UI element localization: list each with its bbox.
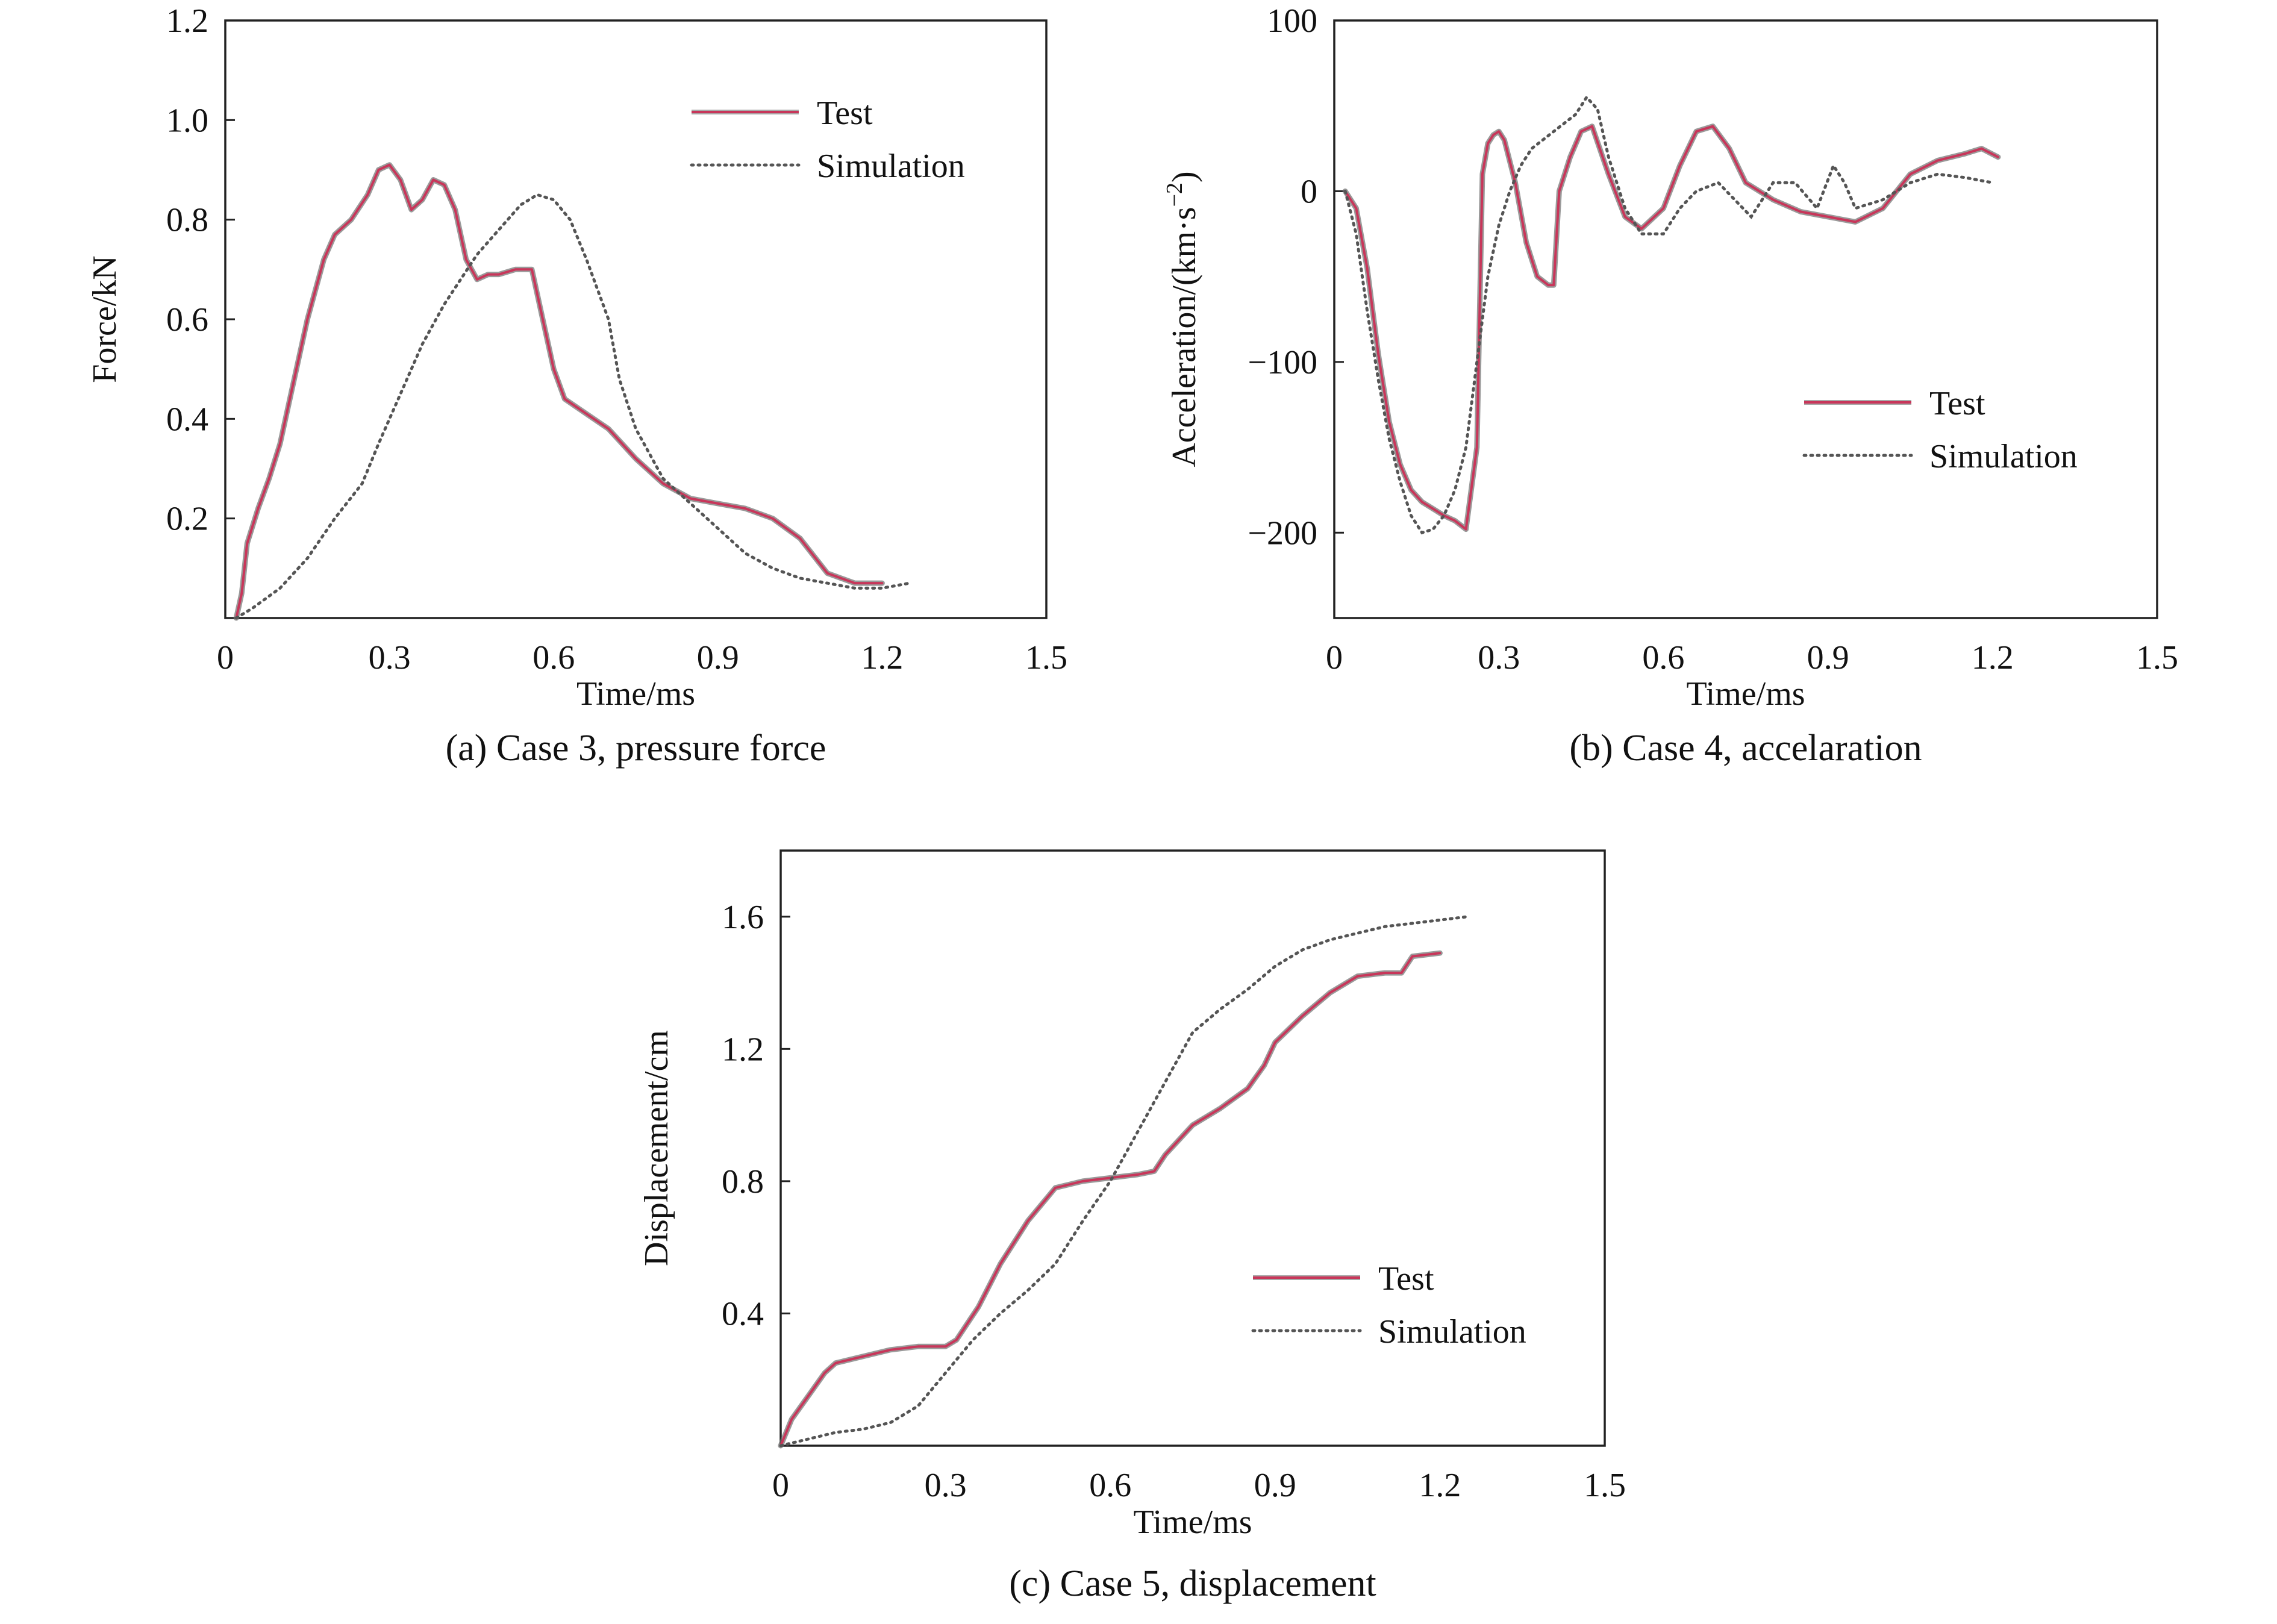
series-line-simulation [779, 915, 1469, 1448]
y-axis-label-main: Acceleration/(km·s [1166, 207, 1203, 467]
y-axis-label: Displacement/cm [638, 1030, 675, 1266]
y-axis-label-end: ) [1166, 171, 1203, 183]
legend: Test Simulation [1802, 385, 2078, 475]
x-tick-label: 1.5 [1025, 639, 1067, 676]
chart-caption: (b) Case 4, accelaration [1569, 728, 1922, 769]
y-tick-label: 1.0 [166, 102, 208, 139]
x-tick-label: 0.3 [369, 639, 411, 676]
y-tick-label: 0.4 [166, 401, 208, 438]
chart-panel-2: 0 0.3 0.6 0.9 1.2 1.5 −200 −100 0 100 Time/ms Accel… [1162, 2, 2178, 769]
chart-panel-1: 0 0.3 0.6 0.9 1.2 1.5 0.2 0.4 0.6 0.8 1.0 1.2 Time/m… [86, 2, 1067, 769]
x-axis-label: Time/ms [1686, 675, 1805, 713]
plot-frame [779, 849, 1606, 1447]
legend-label: Simulation [1929, 438, 2078, 475]
legend-label: Simulation [817, 148, 965, 185]
y-axis-label: Acceleration/(km·s−2) [1162, 171, 1203, 467]
plot-frame [1333, 19, 2158, 619]
y-tick-label: 1.6 [722, 899, 764, 936]
series-line-simulation [1343, 95, 1994, 535]
y-axis-label-main: Displacement/cm [638, 1030, 675, 1266]
legend-label: Test [817, 95, 873, 132]
x-tick-label: 1.2 [861, 639, 903, 676]
legend: Test Simulation [690, 95, 965, 185]
y-tick-label: 0.6 [166, 301, 208, 339]
y-tick-label: 1.2 [166, 2, 208, 40]
x-tick-label: 0.6 [1089, 1467, 1131, 1504]
x-tick-label: 0.3 [925, 1467, 967, 1504]
x-tick-label: 0.3 [1478, 639, 1520, 676]
series-line-test [235, 163, 884, 619]
plot-frame [224, 19, 1048, 619]
x-tick-label: 0.9 [1807, 639, 1849, 676]
y-axis-label-main: Force/kN [86, 255, 123, 383]
x-tick-label: 0.6 [1642, 639, 1684, 676]
series-line-simulation [234, 193, 911, 620]
x-axis-label: Time/ms [1133, 1504, 1252, 1541]
x-tick-label: 1.2 [1972, 639, 2014, 676]
y-tick-label: 100 [1267, 2, 1317, 40]
x-tick-label: 0.6 [533, 639, 575, 676]
x-tick-label: 0.9 [697, 639, 739, 676]
legend-label: Simulation [1378, 1313, 1526, 1351]
x-tick-label: 0 [217, 639, 234, 676]
x-tick-label: 1.2 [1419, 1467, 1461, 1504]
y-tick-label: 0.8 [166, 202, 208, 239]
y-axis-label: Force/kN [86, 255, 123, 383]
chart-caption: (a) Case 3, pressure force [446, 728, 826, 769]
series-line-shadow [778, 950, 1443, 1449]
y-axis-label-superscript: −2 [1162, 183, 1187, 207]
y-tick-label: 1.2 [722, 1031, 764, 1068]
chart-caption: (c) Case 5, displacement [1009, 1563, 1376, 1604]
y-tick-label: 0 [1301, 173, 1317, 210]
chart-panel-3: 0 0.3 0.6 0.9 1.2 1.5 0.4 0.8 1.2 1.6 Time/ms Displ… [638, 849, 1626, 1604]
x-tick-label: 0 [1326, 639, 1343, 676]
x-tick-label: 1.5 [2136, 639, 2178, 676]
y-tick-label: 0.2 [166, 501, 208, 538]
y-tick-label: 0.4 [722, 1295, 764, 1332]
series-line-test [779, 952, 1441, 1447]
x-tick-label: 0 [772, 1467, 789, 1504]
y-tick-label: −100 [1248, 344, 1317, 381]
series-line-test [1344, 125, 1999, 531]
x-tick-label: 1.5 [1584, 1467, 1626, 1504]
x-axis-label: Time/ms [576, 675, 695, 713]
x-tick-label: 0.9 [1254, 1467, 1296, 1504]
legend-label: Test [1929, 385, 1985, 422]
legend-label: Test [1378, 1260, 1434, 1298]
y-tick-label: 0.8 [722, 1163, 764, 1201]
legend: Test Simulation [1251, 1260, 1526, 1351]
series-line-shadow [233, 162, 885, 621]
y-tick-label: −200 [1248, 514, 1317, 552]
